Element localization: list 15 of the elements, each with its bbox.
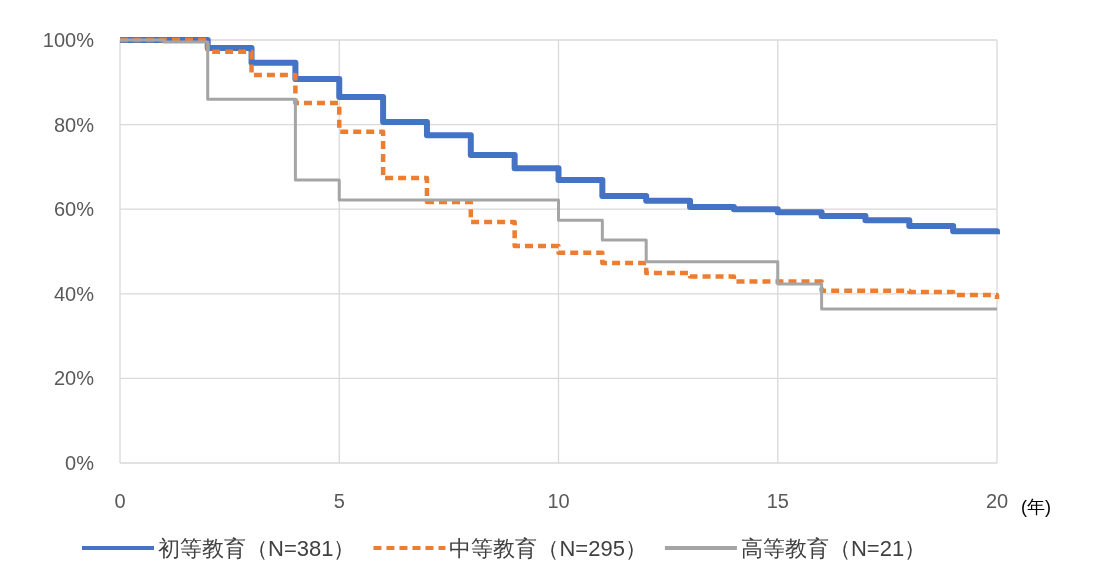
y-tick-label: 20%	[53, 367, 95, 390]
y-tick-label: 80%	[53, 113, 95, 136]
x-tick-label: 20	[985, 490, 1009, 512]
legend-label: 初等教育（N=381）	[158, 536, 356, 561]
y-tick-label: 60%	[53, 198, 95, 221]
y-tick-label: 100%	[42, 29, 95, 51]
legend-label: 高等教育（N=21）	[740, 536, 927, 561]
y-tick-label: 0%	[65, 452, 95, 474]
x-tick-label: 0	[114, 490, 126, 512]
x-tick-label: 15	[766, 490, 789, 512]
legend-label: 中等教育（N=295）	[449, 536, 647, 561]
x-tick-label: 5	[333, 490, 345, 512]
y-tick-label: 40%	[53, 282, 95, 305]
x-axis-title: (年)	[1021, 497, 1051, 517]
x-tick-label: 10	[547, 490, 570, 512]
